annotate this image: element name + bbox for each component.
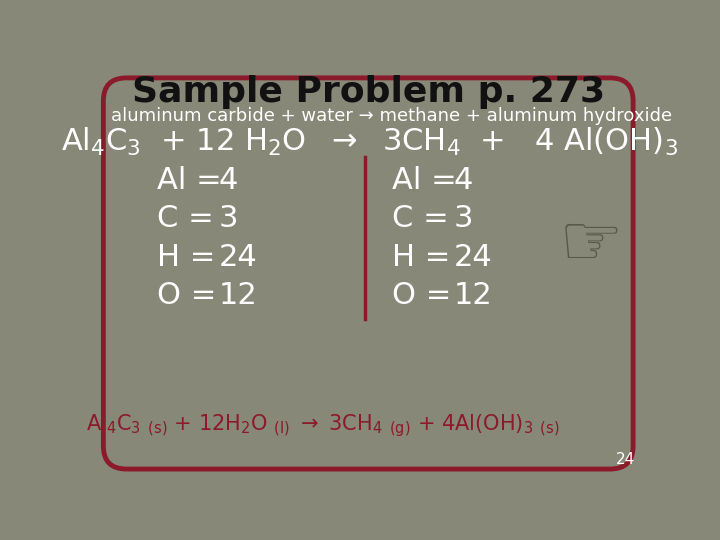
Text: ☞: ☞	[559, 211, 623, 280]
Text: 24: 24	[454, 243, 492, 272]
Text: O =: O =	[157, 281, 226, 310]
Text: Al =: Al =	[157, 166, 232, 195]
Text: 24: 24	[219, 243, 258, 272]
Text: 3: 3	[219, 204, 238, 233]
Text: Al =: Al =	[392, 166, 467, 195]
Text: 24: 24	[616, 452, 634, 467]
Text: aluminum carbide + water → methane + aluminum hydroxide: aluminum carbide + water → methane + alu…	[111, 107, 672, 125]
Text: C =: C =	[392, 204, 459, 233]
Text: $\rm Al_4C_3$ $\rm_{(s)}$ + 12$\rm H_2O$ $\rm_{(l)}$ $\rightarrow$ 3$\rm CH_4$ $: $\rm Al_4C_3$ $\rm_{(s)}$ + 12$\rm H_2O$…	[86, 412, 559, 438]
Text: C =: C =	[157, 204, 224, 233]
Text: 12: 12	[219, 281, 258, 310]
Text: Sample Problem p. 273: Sample Problem p. 273	[132, 75, 606, 109]
Text: 4: 4	[219, 166, 238, 195]
Text: $\rm Al_4C_3$  + 12 $\rm H_2O$  $\rightarrow$  $\rm 3CH_4$  +   4 $\rm Al(OH)_3$: $\rm Al_4C_3$ + 12 $\rm H_2O$ $\rightarr…	[60, 126, 678, 158]
Text: H =: H =	[392, 243, 460, 272]
Text: 12: 12	[454, 281, 492, 310]
Text: O =: O =	[392, 281, 462, 310]
Text: 4: 4	[454, 166, 473, 195]
Text: 3: 3	[454, 204, 473, 233]
Text: H =: H =	[157, 243, 225, 272]
FancyBboxPatch shape	[104, 78, 633, 469]
